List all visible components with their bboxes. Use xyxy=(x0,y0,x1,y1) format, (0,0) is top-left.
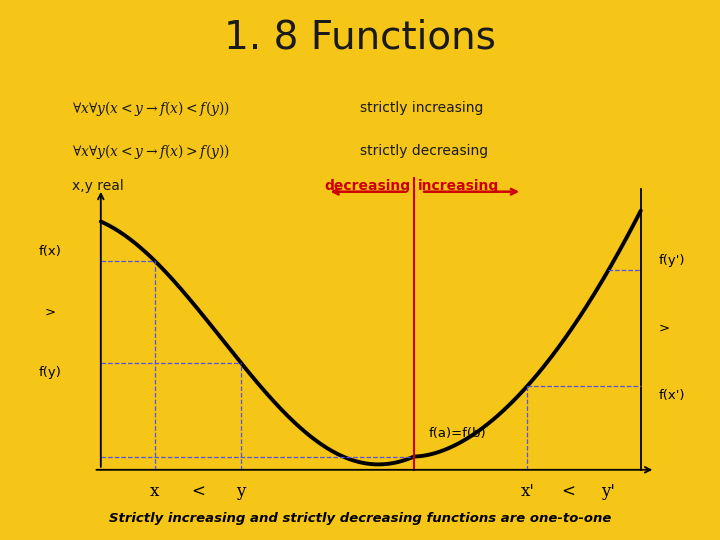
Text: strictly increasing: strictly increasing xyxy=(360,101,483,115)
Text: >: > xyxy=(659,321,670,335)
Text: y': y' xyxy=(601,483,616,500)
Text: x: x xyxy=(150,483,160,500)
Text: increasing: increasing xyxy=(418,179,499,193)
Text: $\forall x\forall y(x < y \rightarrow f(x) > f(y))$: $\forall x\forall y(x < y \rightarrow f(… xyxy=(72,141,230,161)
Text: f(x'): f(x') xyxy=(659,389,685,402)
Text: >: > xyxy=(45,306,56,319)
Text: x,y real: x,y real xyxy=(72,179,124,193)
Text: decreasing: decreasing xyxy=(324,179,410,193)
Text: f(x): f(x) xyxy=(39,245,62,258)
Text: x': x' xyxy=(521,483,534,500)
Text: <: < xyxy=(561,483,575,500)
Text: y: y xyxy=(236,483,246,500)
Text: f(a)=f(b): f(a)=f(b) xyxy=(428,427,486,440)
Text: f(y'): f(y') xyxy=(659,254,685,267)
Text: 1. 8 Functions: 1. 8 Functions xyxy=(224,19,496,57)
Text: $\forall x\forall y(x < y \rightarrow f(x) < f(y))$: $\forall x\forall y(x < y \rightarrow f(… xyxy=(72,98,230,118)
Text: strictly decreasing: strictly decreasing xyxy=(360,144,488,158)
Text: <: < xyxy=(191,483,205,500)
Text: f(y): f(y) xyxy=(39,366,62,379)
Text: Strictly increasing and strictly decreasing functions are one-to-one: Strictly increasing and strictly decreas… xyxy=(109,512,611,525)
